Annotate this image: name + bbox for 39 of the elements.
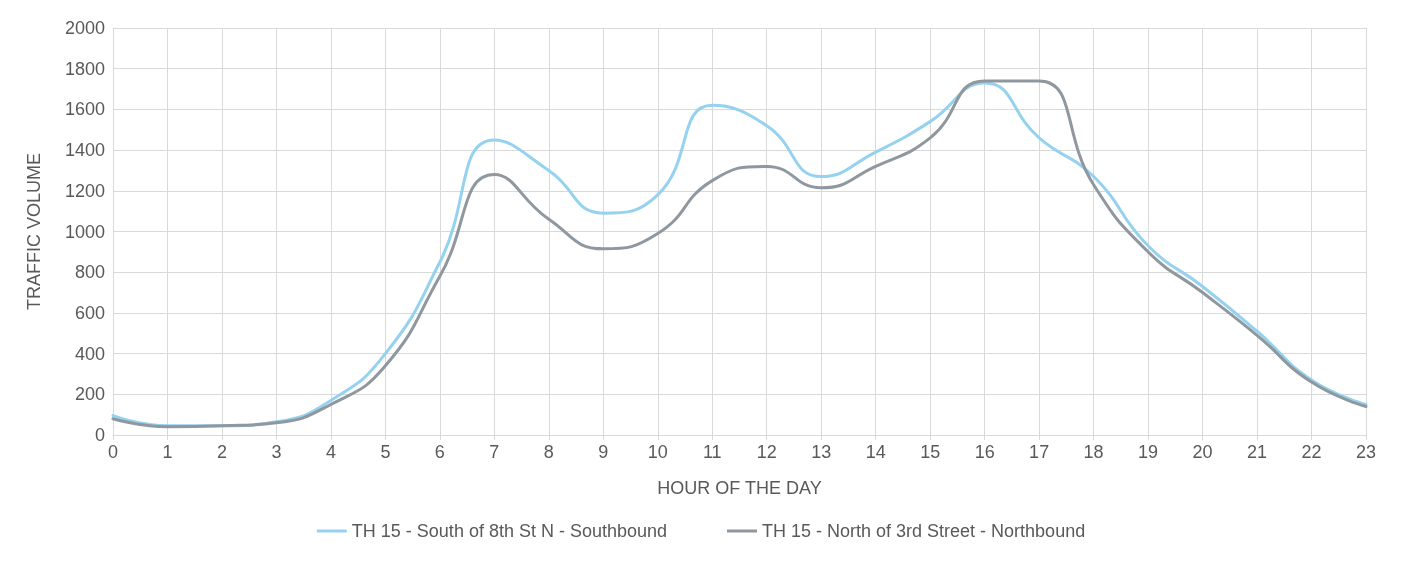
y-tick-label: 0 [94, 425, 105, 445]
x-tick-label: 9 [598, 442, 609, 462]
y-tick-label: 1800 [64, 58, 105, 79]
y-tick-label: 200 [74, 384, 105, 405]
legend-label: TH 15 - South of 8th St N - Southbound [351, 521, 668, 541]
x-tick-label: 11 [702, 442, 722, 462]
x-tick-label: 13 [811, 442, 832, 462]
x-axis-title: HOUR OF THE DAY [657, 478, 822, 498]
x-tick-label: 19 [1138, 442, 1159, 462]
x-tick-label: 18 [1083, 442, 1104, 462]
x-tick-label: 2 [216, 442, 227, 462]
x-tick-label: 7 [489, 442, 500, 462]
y-tick-label: 800 [74, 262, 105, 283]
x-tick-label: 3 [271, 442, 282, 462]
x-tick-label: 22 [1301, 442, 1322, 462]
x-tick-label: 14 [865, 442, 886, 462]
x-tick-label: 12 [756, 442, 777, 462]
y-tick-label: 400 [74, 343, 105, 364]
x-tick-label: 21 [1247, 442, 1268, 462]
x-tick-label: 23 [1355, 442, 1377, 462]
x-tick-label: 17 [1029, 442, 1050, 462]
x-tick-label: 15 [920, 442, 941, 462]
y-tick-label: 1000 [64, 221, 105, 242]
y-tick-label: 1400 [64, 140, 105, 161]
x-tick-label: 0 [107, 442, 119, 462]
x-tick-label: 4 [325, 442, 336, 462]
y-axis-title: TRAFFIC VOLUME [24, 152, 44, 311]
x-tick-label: 1 [162, 442, 173, 462]
legend-label: TH 15 - North of 3rd Street - Northbound [762, 521, 1086, 541]
x-tick-label: 5 [380, 442, 391, 462]
x-tick-label: 20 [1192, 442, 1213, 462]
y-tick-label: 1200 [64, 180, 105, 201]
x-tick-label: 6 [434, 442, 445, 462]
y-tick-label: 600 [74, 302, 105, 323]
y-tick-label: 1600 [64, 99, 105, 120]
x-tick-label: 10 [647, 442, 668, 462]
y-tick-label: 2000 [64, 18, 105, 38]
x-tick-label: 8 [543, 442, 554, 462]
x-tick-label: 16 [974, 442, 995, 462]
